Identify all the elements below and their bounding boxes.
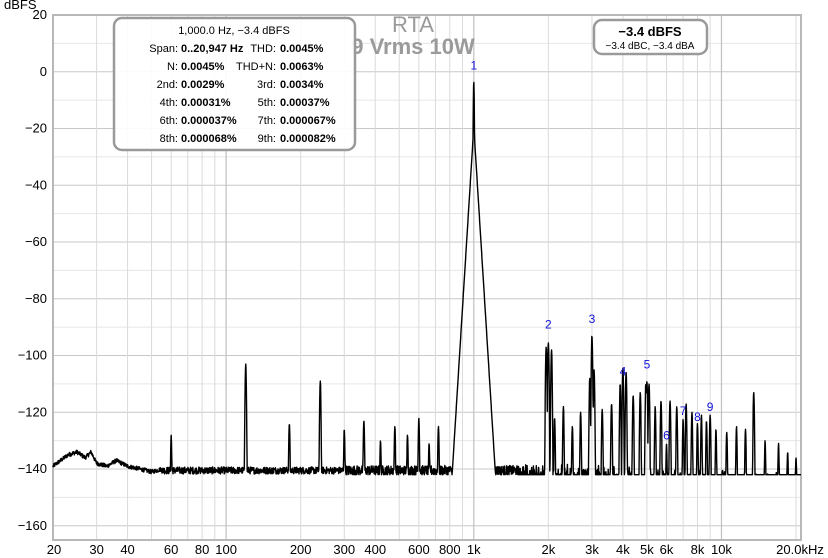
harmonic-label-6: 6	[663, 428, 670, 442]
level-main: −3.4 dBFS	[618, 24, 682, 39]
harmonic-label-1: 1	[470, 58, 477, 72]
level-box: −3.4 dBFS −3.4 dBC, −3.4 dBA	[592, 18, 709, 56]
measurement-key: 3rd:	[257, 79, 276, 91]
measurement-key: 6th:	[160, 115, 178, 127]
harmonic-label-7: 7	[680, 404, 687, 418]
grid-lines	[52, 14, 801, 540]
x-tick-label: 20.0kHz	[776, 542, 824, 557]
measurement-box: 1,000.0 Hz, −3.4 dBFS Span: 0..20,947 Hz T…	[112, 16, 357, 152]
measurement-key: 5th:	[258, 97, 276, 109]
measurement-value: 0.0045%	[181, 61, 225, 73]
measurement-key: 2nd:	[157, 79, 178, 91]
chart-title: RTA	[392, 12, 434, 37]
x-tick-label: 800	[439, 542, 461, 557]
x-tick-labels: 20 30 40 60 80 100 200 300 400 600 800 1k 2k 3k 4k 5k 6k…	[47, 542, 824, 557]
x-tick-label: 400	[364, 542, 386, 557]
harmonic-label-9: 9	[707, 400, 714, 414]
y-tick-label: −20	[25, 121, 47, 136]
x-tick-label: 1k	[467, 542, 481, 557]
x-tick-label: 600	[408, 542, 430, 557]
x-tick-label: 300	[333, 542, 355, 557]
y-tick-label: −160	[18, 518, 47, 533]
y-tick-label: −80	[25, 291, 47, 306]
x-tick-label: 10k	[711, 542, 732, 557]
x-tick-label: 80	[195, 542, 209, 557]
x-tick-label: 100	[215, 542, 237, 557]
measurement-key: 4th:	[160, 97, 178, 109]
harmonic-label-5: 5	[644, 357, 651, 371]
y-tick-label: −60	[25, 234, 47, 249]
measurement-value: 0.00037%	[280, 97, 330, 109]
harmonic-label-3: 3	[589, 312, 596, 326]
plot-frame	[52, 14, 802, 541]
measurement-value: 0..20,947 Hz	[181, 43, 244, 55]
x-tick-label: 3k	[585, 542, 599, 557]
measurement-value: 0.000068%	[181, 133, 237, 145]
y-tick-label: −100	[18, 348, 47, 363]
measurement-key: THD+N:	[236, 61, 276, 73]
x-tick-label: 6k	[660, 542, 674, 557]
y-tick-label: 0	[40, 64, 47, 79]
measurement-key: N:	[167, 61, 178, 73]
measurement-value: 0.00031%	[181, 97, 231, 109]
y-tick-label: −140	[18, 461, 47, 476]
measurement-key: 9th:	[258, 133, 276, 145]
y-tick-label: −40	[25, 177, 47, 192]
chart-subtitle: 9 Vrms 10W	[351, 34, 475, 59]
level-sub: −3.4 dBC, −3.4 dBA	[606, 41, 695, 52]
measurement-value: 0.0063%	[280, 61, 324, 73]
x-tick-label: 200	[290, 542, 312, 557]
y-tick-label: 20	[33, 7, 47, 22]
harmonic-labels: 1 2 3 4 5 67 89	[470, 58, 713, 442]
measurement-key: 8th:	[160, 133, 178, 145]
harmonic-label-4: 4	[620, 364, 627, 378]
x-tick-label: 40	[120, 542, 134, 557]
x-tick-label: 30	[89, 542, 103, 557]
harmonic-label-2: 2	[545, 318, 552, 332]
x-tick-label: 4k	[616, 542, 630, 557]
measurement-value: 0.0029%	[181, 79, 225, 91]
measurement-value: 0.0034%	[280, 79, 324, 91]
measurement-key: THD:	[250, 43, 276, 55]
measurement-rows: Span: 0..20,947 Hz THD: 0.0045%N: 0.0045% THD…	[149, 43, 336, 145]
spectrum-trace	[52, 81, 802, 476]
measurement-key: Span:	[149, 43, 178, 55]
measurement-key: 7th:	[258, 115, 276, 127]
y-tick-labels: 20 0 −20 −40 −60 −80 −100 −120 −140 −160	[18, 7, 47, 533]
y-tick-label: −120	[18, 404, 47, 419]
x-tick-label: 8k	[691, 542, 705, 557]
x-tick-label: 20	[47, 542, 61, 557]
x-tick-label: 60	[164, 542, 178, 557]
measurement-value: 0.000067%	[280, 115, 336, 127]
x-tick-label: 5k	[640, 542, 654, 557]
measurement-title: 1,000.0 Hz, −3.4 dBFS	[178, 25, 290, 37]
harmonic-label-8: 8	[694, 410, 701, 424]
x-tick-label: 2k	[541, 542, 555, 557]
measurement-value: 0.0045%	[280, 43, 324, 55]
measurement-value: 0.000082%	[280, 133, 336, 145]
measurement-value: 0.000037%	[181, 115, 237, 127]
y-axis-label: dBFS	[4, 0, 37, 12]
